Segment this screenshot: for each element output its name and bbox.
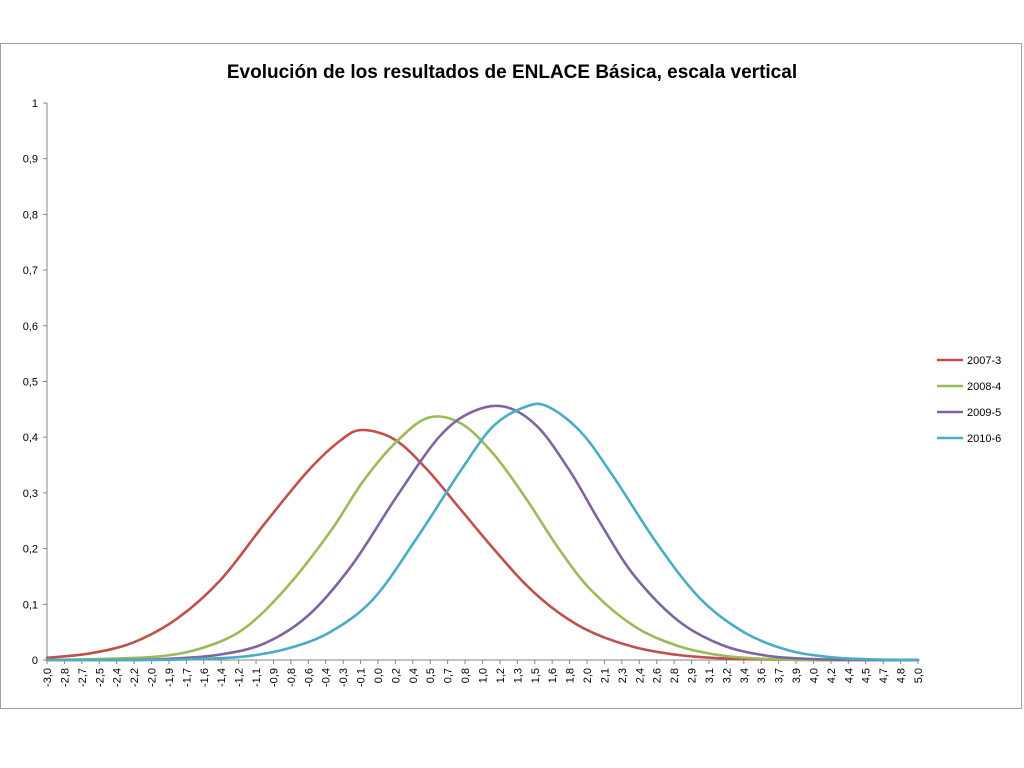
x-tick-label: 2,3 (617, 668, 629, 683)
x-tick-label: 1,6 (547, 668, 559, 683)
series-line-2010-6 (45, 402, 920, 662)
y-axis-ticks: 0 0,1 0,2 0,3 0,4 0,5 0,6 0,7 0,8 0,9 1 (23, 98, 47, 667)
x-tick-label: 2,9 (687, 668, 699, 683)
x-tick-label: 2,4 (634, 668, 646, 683)
x-tick-label: -3,0 (42, 668, 54, 687)
x-tick-label: -0,4 (321, 668, 333, 687)
x-tick-label: -2,5 (94, 668, 106, 687)
y-tick-label: 0,9 (23, 154, 38, 166)
y-tick-label: 0,3 (23, 488, 38, 500)
x-tick-label: 2,8 (669, 668, 681, 683)
x-tick-label: 1,8 (565, 668, 577, 683)
y-tick-label: 0,5 (23, 377, 38, 389)
x-tick-label: -2,7 (77, 668, 89, 687)
x-tick-label: -1,2 (234, 668, 246, 687)
x-tick-label: -2,2 (129, 668, 141, 687)
x-tick-label: 3,9 (791, 668, 803, 683)
x-tick-label: 2,0 (582, 668, 594, 683)
series-line-2009-5 (45, 404, 920, 662)
x-tick-label: -1,1 (251, 668, 263, 687)
x-tick-label: -0,1 (356, 668, 368, 687)
x-tick-label: 4,2 (826, 668, 838, 683)
y-tick-label: 0,2 (23, 544, 38, 556)
x-tick-label: -0,3 (338, 668, 350, 687)
y-tick-label: 0,1 (23, 599, 38, 611)
x-tick-label: 0,5 (425, 668, 437, 683)
chart-title: Evolución de los resultados de ENLACE Bá… (227, 62, 797, 83)
y-tick-label: 0,4 (23, 432, 38, 444)
line-chart: Evolución de los resultados de ENLACE Bá… (23, 62, 1002, 687)
x-tick-label: -2,8 (59, 668, 71, 687)
x-tick-label: -1,4 (216, 668, 228, 687)
legend-label: 2009-5 (967, 407, 1001, 419)
x-tick-label: 3,2 (721, 668, 733, 683)
x-tick-label: 1,3 (512, 668, 524, 683)
axes (46, 103, 918, 661)
legend: 2007-3 2008-4 2009-5 2010-6 (937, 355, 1001, 445)
x-tick-label: 5,0 (913, 668, 925, 683)
x-tick-label: -1,7 (181, 668, 193, 687)
legend-label: 2010-6 (967, 433, 1001, 445)
x-tick-label: 3,1 (704, 668, 716, 683)
x-tick-label: 3,4 (739, 668, 751, 683)
x-tick-label: 4,0 (808, 668, 820, 683)
x-tick-label: 1,5 (530, 668, 542, 683)
y-tick-label: 0,7 (23, 265, 38, 277)
series-line-2007-3 (45, 428, 920, 662)
x-tick-label: 3,7 (774, 668, 786, 683)
x-tick-label: -2,4 (112, 668, 124, 687)
x-tick-label: 2,6 (652, 668, 664, 683)
x-tick-label: 4,7 (878, 668, 890, 683)
legend-label: 2007-3 (967, 355, 1001, 367)
x-tick-label: -2,0 (147, 668, 159, 687)
x-tick-label: -1,6 (199, 668, 211, 687)
x-tick-label: 4,8 (896, 668, 908, 683)
x-tick-label: 0,8 (460, 668, 472, 683)
y-tick-label: 0 (32, 655, 38, 667)
series-lines (45, 402, 920, 662)
y-tick-label: 0,6 (23, 321, 38, 333)
series-line-2008-4 (45, 415, 920, 662)
y-tick-label: 0,8 (23, 209, 38, 221)
x-tick-label: -1,9 (164, 668, 176, 687)
x-tick-label: 0,7 (443, 668, 455, 683)
x-tick-label: 2,1 (599, 668, 611, 683)
x-tick-label: -0,9 (268, 668, 280, 687)
x-axis-ticks: -3,0 -2,8 -2,7 -2,5 -2,4 -2,2 -2,0 -1,9 -1,7 -1,6… (42, 660, 925, 687)
x-tick-label: 1,2 (495, 668, 507, 683)
x-tick-label: 0,0 (373, 668, 385, 683)
x-tick-label: 0,4 (408, 668, 420, 683)
y-tick-label: 1 (32, 98, 38, 110)
x-tick-label: 1,0 (478, 668, 490, 683)
chart-frame: Evolución de los resultados de ENLACE Bá… (0, 43, 1022, 709)
x-tick-label: 3,6 (756, 668, 768, 683)
x-tick-label: 4,4 (843, 668, 855, 683)
x-tick-label: 4,5 (861, 668, 873, 683)
x-tick-label: -0,6 (303, 668, 315, 687)
legend-label: 2008-4 (967, 381, 1001, 393)
x-tick-label: 0,2 (390, 668, 402, 683)
x-tick-label: -0,8 (286, 668, 298, 687)
